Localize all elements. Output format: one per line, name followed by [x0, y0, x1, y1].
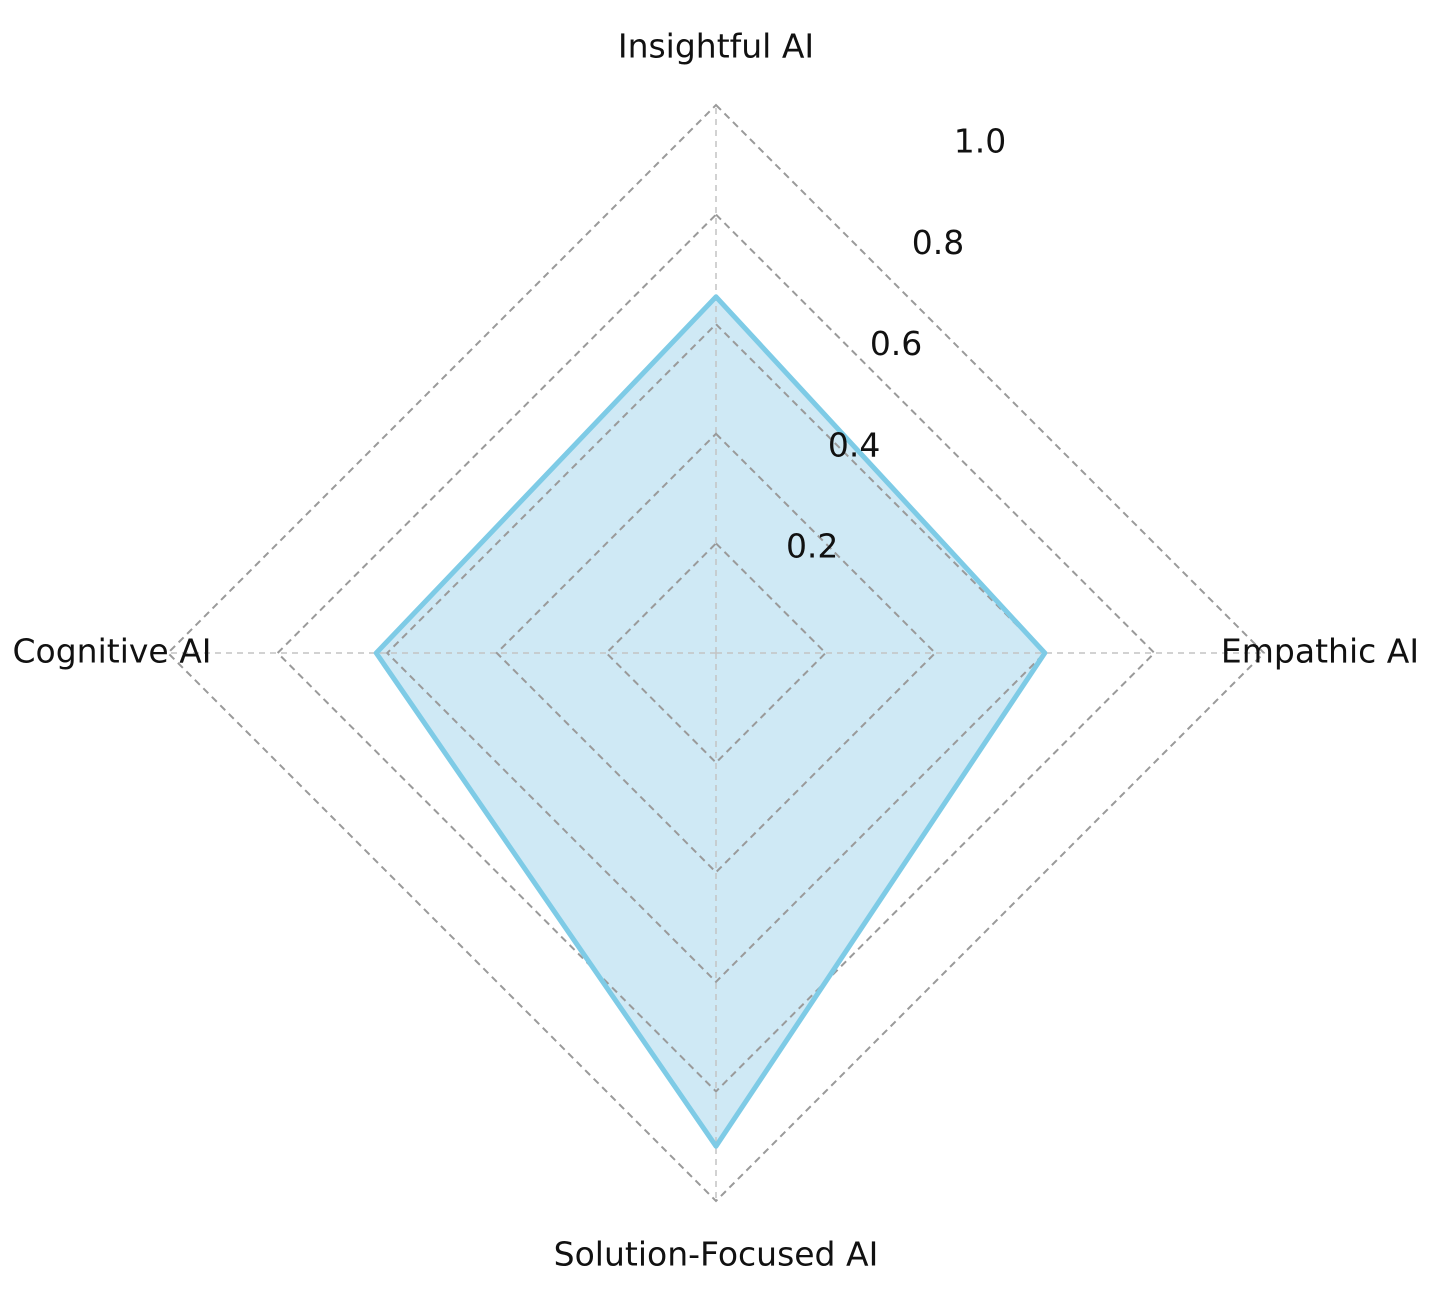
series-fill-layer — [376, 296, 1045, 1147]
category-label: Insightful AI — [618, 27, 814, 66]
r-tick-label: 0.6 — [870, 324, 922, 363]
series-line-layer — [373, 294, 1048, 1149]
category-label: Solution-Focused AI — [554, 1235, 879, 1274]
grid-layer — [166, 103, 1266, 1203]
category-label: Cognitive AI — [13, 632, 212, 671]
r-tick-label: 0.2 — [786, 527, 838, 566]
r-tick-label: 1.0 — [954, 122, 1006, 161]
grid-ring — [604, 541, 828, 765]
grid-ring — [276, 213, 1156, 1093]
series-line — [373, 294, 1048, 1149]
category-label: Empathic AI — [1221, 632, 1419, 671]
r-tick-label: 0.4 — [828, 425, 880, 464]
grid-ring — [385, 322, 1047, 984]
grid-ring — [495, 432, 937, 874]
radial-tick-labels: 0.2 0.4 0.6 0.8 1.0 — [786, 122, 1006, 566]
grid-ring — [166, 103, 1266, 1203]
r-tick-label: 0.8 — [912, 223, 964, 262]
series-area — [376, 296, 1045, 1147]
category-labels: Insightful AI Empathic AI Solution-Focused… — [13, 27, 1420, 1274]
